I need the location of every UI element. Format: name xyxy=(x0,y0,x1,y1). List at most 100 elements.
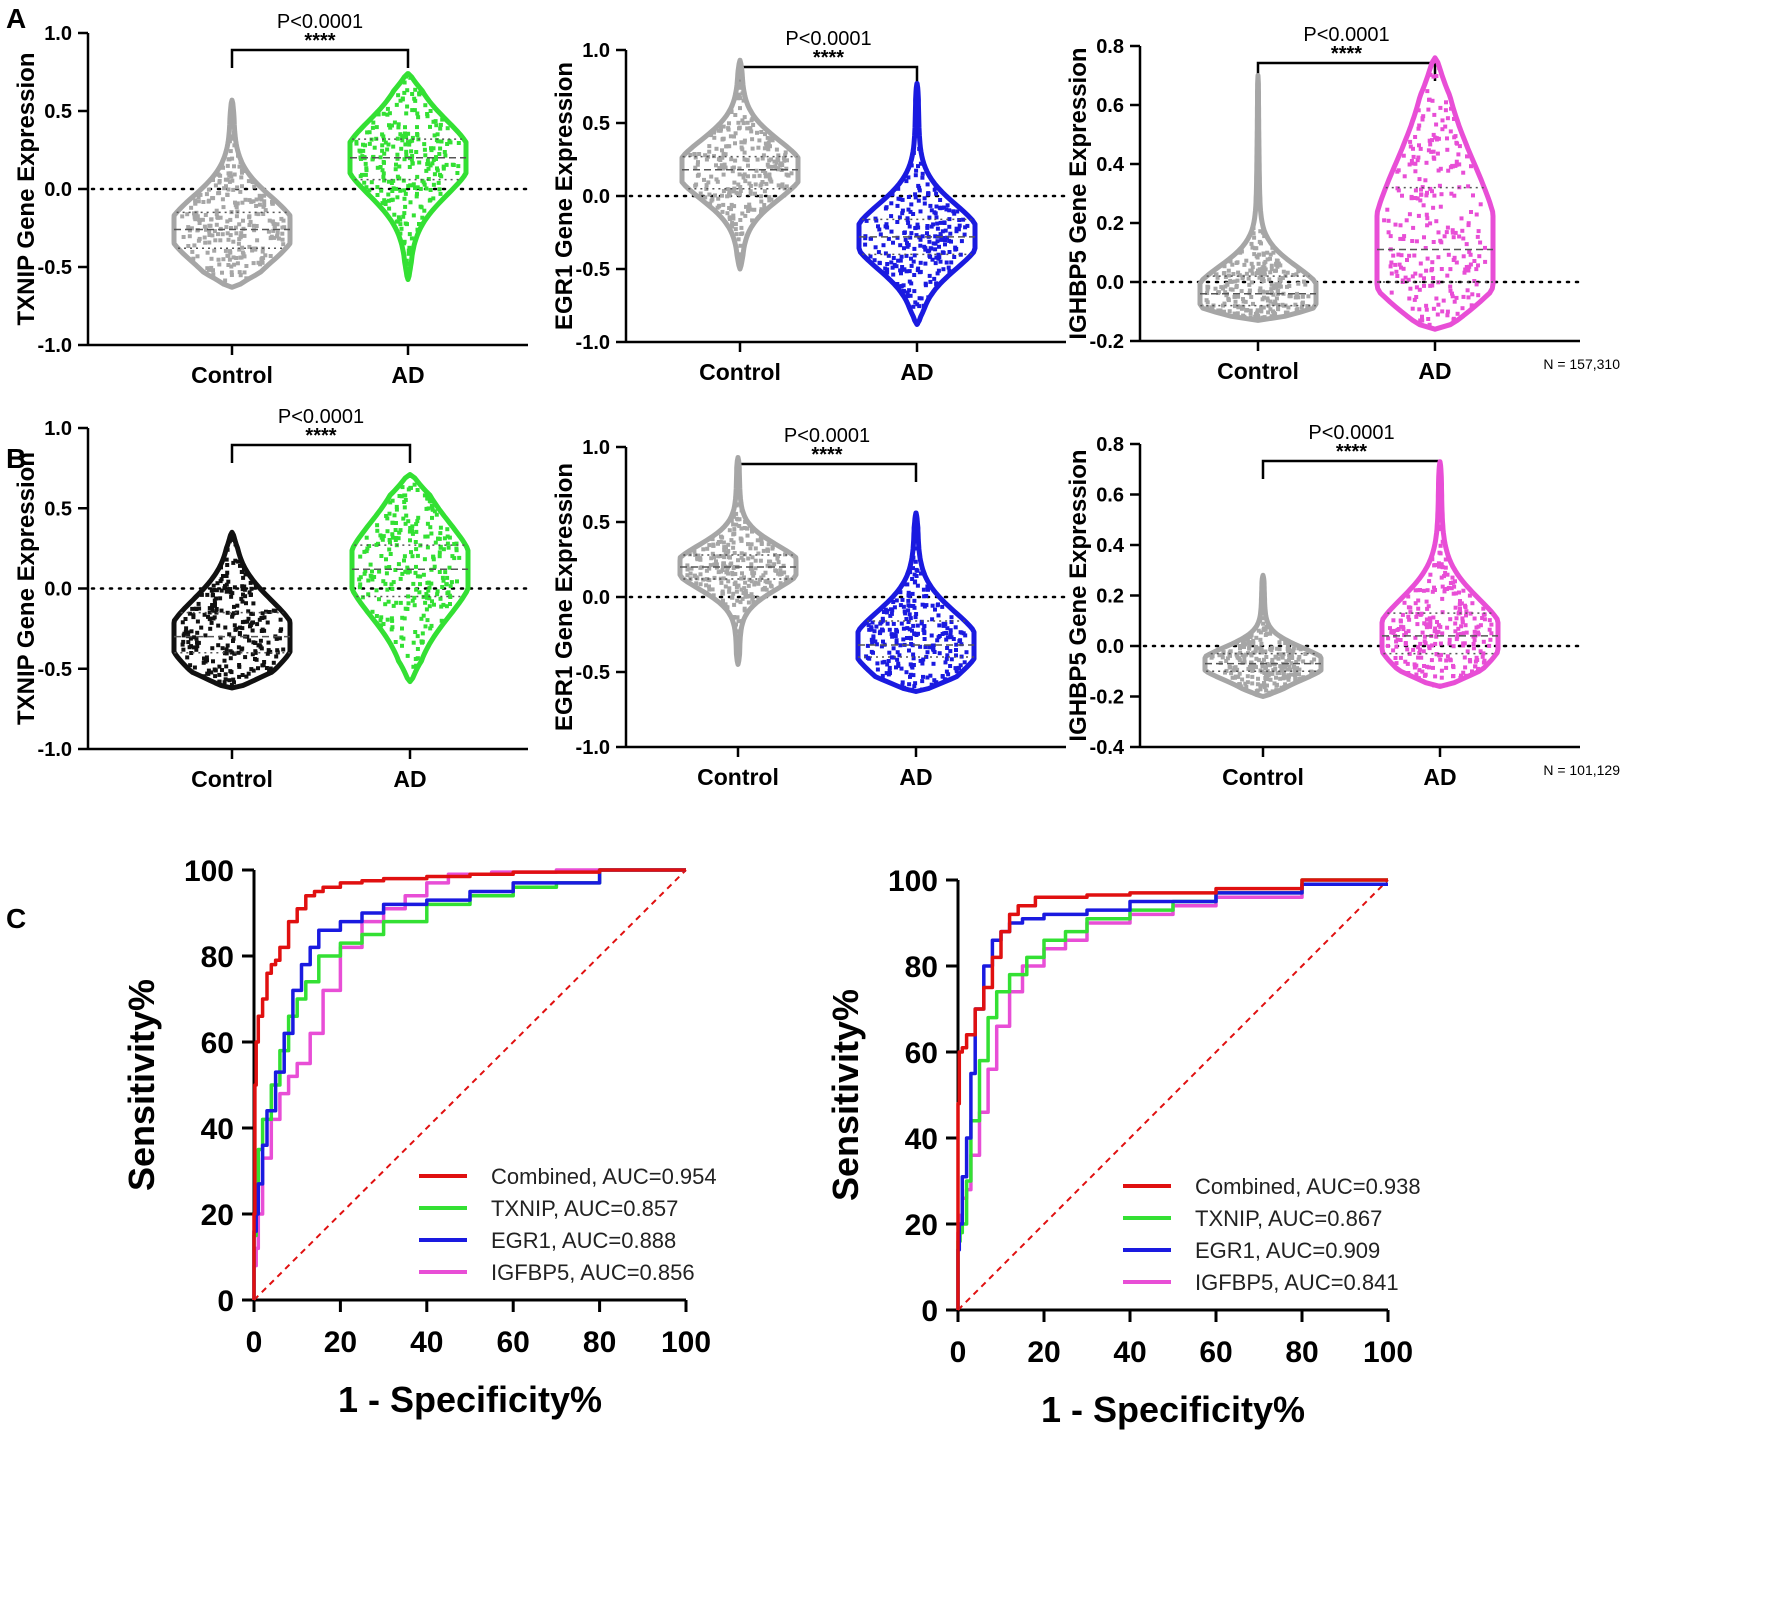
data-point xyxy=(732,134,736,139)
data-point xyxy=(1287,284,1292,288)
data-point xyxy=(884,222,889,227)
data-point xyxy=(1251,301,1255,306)
data-point xyxy=(249,586,254,591)
data-point xyxy=(1262,272,1267,277)
data-point xyxy=(1406,614,1411,619)
data-point xyxy=(894,598,899,603)
data-point xyxy=(898,268,903,273)
data-point xyxy=(1425,223,1430,228)
data-point xyxy=(903,237,908,242)
y-tick-label: 0.4 xyxy=(1096,535,1125,557)
data-point xyxy=(399,146,404,151)
data-point xyxy=(400,571,405,576)
data-point xyxy=(1451,235,1456,240)
data-point xyxy=(1464,613,1468,618)
data-point xyxy=(381,534,386,539)
data-point xyxy=(1482,617,1487,622)
data-point xyxy=(1424,625,1429,630)
data-point xyxy=(1469,164,1473,169)
data-point xyxy=(915,568,920,573)
data-point xyxy=(242,587,247,592)
data-point xyxy=(1292,668,1297,673)
data-point xyxy=(1260,230,1265,235)
data-point xyxy=(436,180,441,185)
data-point xyxy=(944,207,949,212)
data-point xyxy=(1260,662,1265,667)
data-point xyxy=(920,687,925,692)
data-point xyxy=(183,617,188,621)
data-point xyxy=(415,553,420,558)
significance-bracket xyxy=(1261,459,1442,479)
data-point xyxy=(696,172,701,177)
data-point xyxy=(1425,664,1429,669)
data-point xyxy=(727,121,731,126)
y-tick-label: 0.5 xyxy=(44,101,72,123)
y-axis-label: TXNIP Gene Expression xyxy=(13,53,40,326)
data-point xyxy=(703,195,708,200)
data-point xyxy=(1472,279,1477,283)
data-point xyxy=(775,554,780,558)
data-point xyxy=(1267,690,1272,695)
data-point xyxy=(211,583,216,588)
data-point xyxy=(396,125,401,130)
data-point xyxy=(1470,669,1474,674)
data-point xyxy=(689,566,694,571)
data-point xyxy=(228,149,233,154)
data-point xyxy=(721,564,726,569)
data-point xyxy=(416,515,421,520)
data-point xyxy=(414,564,418,569)
data-point xyxy=(415,174,420,179)
data-point xyxy=(909,664,914,669)
data-point xyxy=(737,126,741,131)
data-point xyxy=(1478,240,1483,245)
data-point xyxy=(410,108,415,113)
data-point xyxy=(902,685,907,690)
data-point xyxy=(1439,652,1443,657)
data-point xyxy=(733,131,738,136)
data-point xyxy=(1386,636,1391,641)
data-point xyxy=(1418,612,1423,617)
data-point xyxy=(229,682,234,687)
data-point xyxy=(759,538,764,543)
data-point xyxy=(1223,670,1227,675)
data-point xyxy=(954,653,958,658)
data-point xyxy=(919,296,924,301)
data-point xyxy=(365,546,370,551)
data-point xyxy=(272,224,277,229)
data-point xyxy=(424,592,429,596)
data-point xyxy=(738,627,743,632)
data-point xyxy=(868,236,873,241)
data-point xyxy=(1256,261,1261,266)
data-point xyxy=(912,632,917,637)
data-point xyxy=(723,165,728,170)
data-point xyxy=(1303,282,1308,287)
data-point xyxy=(240,184,244,189)
data-point xyxy=(220,197,225,202)
data-point xyxy=(1476,624,1481,629)
data-point xyxy=(946,672,951,677)
data-point xyxy=(220,646,225,651)
violin-control xyxy=(1197,73,1319,323)
data-point xyxy=(421,180,426,185)
data-point xyxy=(271,228,276,233)
data-point xyxy=(1261,600,1266,605)
data-point xyxy=(1454,260,1459,265)
data-point xyxy=(933,607,937,612)
data-point xyxy=(739,140,744,145)
y-tick-label: 0.0 xyxy=(1096,272,1124,294)
y-axis-label: Sensitivity% xyxy=(121,979,162,1191)
data-point xyxy=(385,516,390,521)
data-point xyxy=(421,572,426,577)
data-point xyxy=(939,237,944,242)
data-point xyxy=(247,223,252,227)
data-point xyxy=(236,241,241,246)
data-point xyxy=(437,554,442,559)
data-point xyxy=(419,639,424,644)
data-point xyxy=(251,261,256,266)
data-point xyxy=(259,629,264,633)
data-point xyxy=(1395,274,1400,278)
data-point xyxy=(1465,154,1469,159)
data-point xyxy=(1428,619,1433,624)
data-point xyxy=(441,547,446,552)
